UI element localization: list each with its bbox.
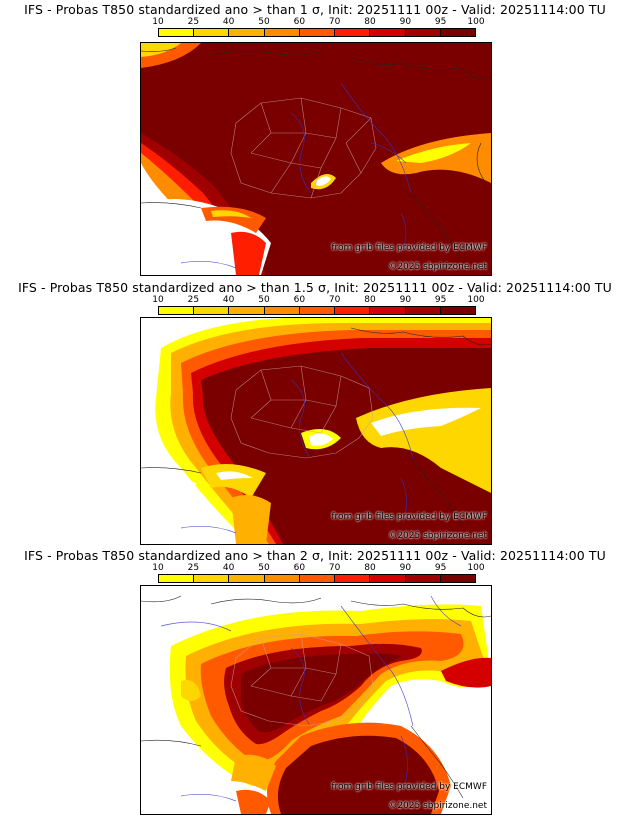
colorbar-tick-label: 10 <box>152 563 164 573</box>
map-graphic <box>141 318 491 544</box>
colorbar-tick-label: 90 <box>399 17 412 27</box>
copyright-credit: ©2025 sbpirizone.net <box>388 262 487 272</box>
colorbar-segment <box>159 307 195 314</box>
colorbar-segment <box>370 307 406 314</box>
colorbar-tick-label: 50 <box>258 17 270 27</box>
colorbar-segment <box>405 29 441 36</box>
colorbar-tick-label: 90 <box>399 295 412 305</box>
copyright-credit: ©2025 sbpirizone.net <box>388 531 487 541</box>
map-graphic <box>141 43 491 275</box>
copyright-credit: ©2025 sbpirizone.net <box>388 801 487 811</box>
colorbar <box>158 574 476 583</box>
probability-map: from grib files provided by ECMWF ©2025 … <box>140 317 492 545</box>
colorbar-tick-label: 70 <box>328 295 341 305</box>
colorbar-tick-label: 60 <box>293 563 306 573</box>
colorbar-tick-label: 50 <box>258 295 270 305</box>
colorbar-tick-label: 25 <box>187 17 200 27</box>
colorbar-segment <box>299 307 336 314</box>
colorbar-segment <box>370 575 406 582</box>
colorbar-segment <box>299 29 336 36</box>
colorbar-segment <box>194 307 230 314</box>
colorbar-tick-label: 95 <box>434 17 447 27</box>
colorbar-tick-label: 80 <box>364 563 376 573</box>
colorbar-tick-label: 25 <box>187 563 200 573</box>
colorbar-segment <box>229 307 265 314</box>
colorbar-tick-label: 95 <box>434 563 447 573</box>
colorbar-tick-label: 100 <box>467 295 485 305</box>
panel-title: IFS - Probas T850 standardized ano > tha… <box>24 2 606 17</box>
colorbar-labels: 10 25 40 50 60 70 80 90 95 100 <box>0 17 630 28</box>
colorbar-tick-label: 70 <box>328 17 341 27</box>
colorbar-tick-label: 60 <box>293 295 306 305</box>
colorbar-segment <box>299 575 336 582</box>
colorbar-tick-label: 25 <box>187 295 200 305</box>
colorbar-segment <box>335 575 371 582</box>
colorbar-tick-label: 95 <box>434 295 447 305</box>
colorbar-tick-label: 50 <box>258 563 270 573</box>
colorbar-labels: 10 25 40 50 60 70 80 90 95 100 <box>0 295 630 306</box>
colorbar-tick-label: 100 <box>467 563 485 573</box>
colorbar-tick-label: 60 <box>293 17 306 27</box>
colorbar-segment <box>405 307 441 314</box>
colorbar-segment <box>370 29 406 36</box>
colorbar-segment <box>229 575 265 582</box>
colorbar-tick-label: 10 <box>152 17 164 27</box>
source-credit: from grib files provided by ECMWF <box>331 512 487 522</box>
colorbar-segment <box>335 307 371 314</box>
colorbar-tick-label: 40 <box>222 295 235 305</box>
colorbar-labels: 10 25 40 50 60 70 80 90 95 100 <box>0 563 630 574</box>
colorbar-segment <box>264 29 300 36</box>
probability-map: from grib files provided by ECMWF ©2025 … <box>140 42 492 276</box>
source-credit: from grib files provided by ECMWF <box>331 243 487 253</box>
colorbar-segment <box>159 29 195 36</box>
colorbar-tick-label: 40 <box>222 17 235 27</box>
colorbar-tick-label: 70 <box>328 563 341 573</box>
colorbar-segment <box>159 575 195 582</box>
colorbar <box>158 306 476 315</box>
colorbar-tick-label: 40 <box>222 563 235 573</box>
colorbar-tick-label: 10 <box>152 295 164 305</box>
probability-map: from grib files provided by ECMWF ©2025 … <box>140 585 492 815</box>
colorbar-tick-label: 80 <box>364 295 376 305</box>
map-graphic <box>141 586 491 814</box>
colorbar-segment <box>194 29 230 36</box>
colorbar-segment <box>194 575 230 582</box>
colorbar-segment <box>264 307 300 314</box>
colorbar-segment <box>440 575 475 582</box>
source-credit: from grib files provided by ECMWF <box>331 782 487 792</box>
colorbar-segment <box>440 307 475 314</box>
colorbar-segment <box>335 29 371 36</box>
colorbar-tick-label: 90 <box>399 563 412 573</box>
colorbar-segment <box>440 29 475 36</box>
colorbar-tick-label: 80 <box>364 17 376 27</box>
colorbar-segment <box>229 29 265 36</box>
colorbar-tick-label: 100 <box>467 17 485 27</box>
colorbar-segment <box>264 575 300 582</box>
panel-title: IFS - Probas T850 standardized ano > tha… <box>24 548 606 563</box>
colorbar <box>158 28 476 37</box>
colorbar-segment <box>405 575 441 582</box>
panel-title: IFS - Probas T850 standardized ano > tha… <box>18 280 612 295</box>
